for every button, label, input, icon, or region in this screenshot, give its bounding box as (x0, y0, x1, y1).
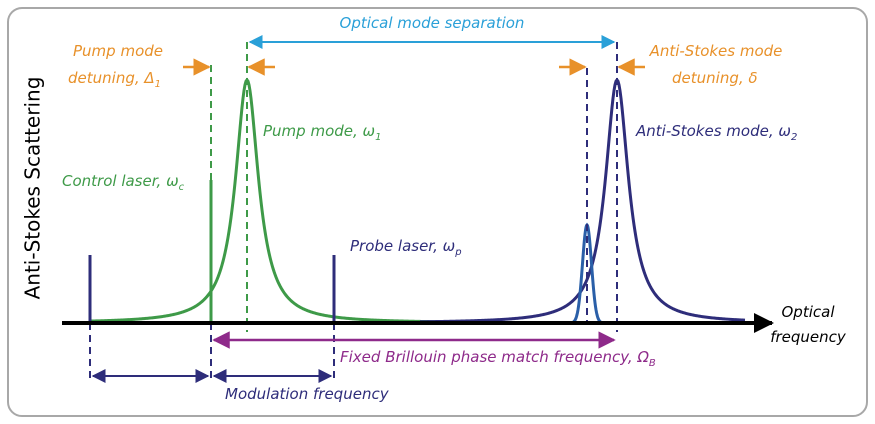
y-axis-label: Anti-Stokes Scattering (21, 77, 45, 300)
label-line: Pump mode (73, 42, 163, 60)
symbol: Δ (143, 69, 154, 87)
pump-peak (89, 77, 461, 324)
label-line: detuning, δ (672, 69, 758, 87)
symbol: Ω (636, 348, 649, 366)
pump-mode-label: Pump mode, ω1 (263, 122, 381, 143)
symbol: ω (443, 237, 456, 255)
text: Pump mode, (263, 122, 363, 140)
subscript: 2 (791, 132, 797, 143)
symbol: δ (748, 69, 757, 87)
x-axis-label: frequency (770, 328, 847, 346)
modulation-label: Modulation frequency (225, 385, 390, 403)
symbol: ω (363, 122, 376, 140)
subscript: p (454, 247, 461, 258)
subscript: 1 (375, 132, 381, 143)
pump-detuning-label: Pump mode detuning, Δ1 (68, 42, 163, 90)
x-axis-label: Optical (782, 303, 836, 321)
subscript: B (649, 358, 656, 369)
probe-laser-label: Probe laser, ωp (350, 237, 462, 258)
label-line: detuning, Δ1 (68, 69, 161, 90)
subscript: c (179, 182, 185, 193)
text: Control laser, (62, 172, 166, 190)
separation-label: Optical mode separation (340, 14, 525, 32)
anti-stokes-detuning-label: Anti-Stokes mode detuning, δ (649, 42, 783, 87)
text: detuning, (68, 69, 144, 87)
subscript: 1 (155, 79, 161, 90)
frame (7, 7, 868, 417)
text: Probe laser, (350, 237, 443, 255)
text: Fixed Brillouin phase match frequency, (340, 348, 637, 366)
text: detuning, (672, 69, 748, 87)
anti-stokes-peak (419, 77, 746, 324)
control-laser-label: Control laser, ωc (62, 172, 185, 193)
label-line: Anti-Stokes mode (649, 42, 783, 60)
symbol: ω (778, 122, 791, 140)
text: Anti-Stokes mode, (635, 122, 778, 140)
symbol: ω (166, 172, 179, 190)
anti-stokes-mode-label: Anti-Stokes mode, ω2 (635, 122, 797, 143)
brillouin-label: Fixed Brillouin phase match frequency, Ω… (340, 348, 656, 369)
